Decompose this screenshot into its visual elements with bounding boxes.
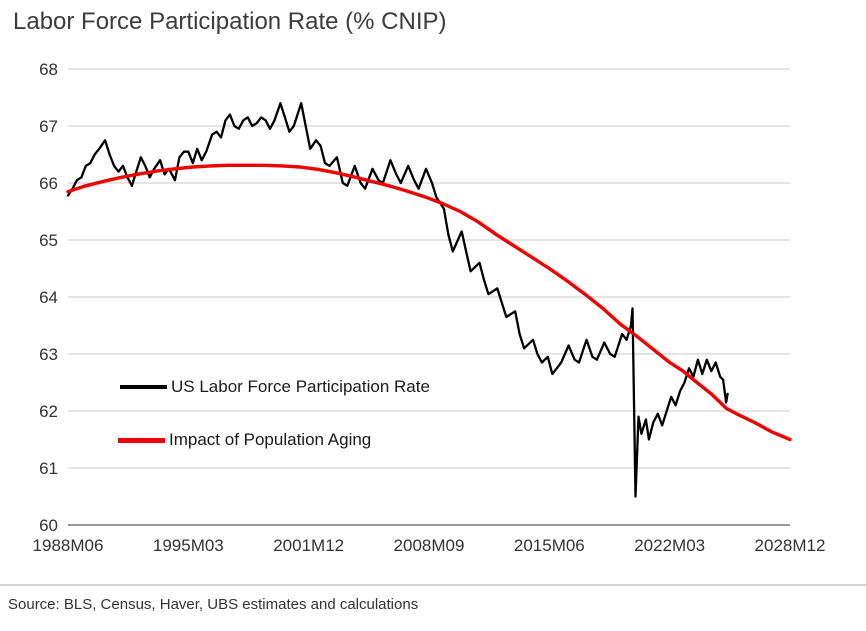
y-tick-label: 64 <box>39 288 58 307</box>
legend-line-sample-red <box>118 437 165 443</box>
y-tick-label: 63 <box>39 345 58 364</box>
x-tick-label: 1988M06 <box>33 536 104 555</box>
x-tick-label: 2008M09 <box>394 536 465 555</box>
source-note: Source: BLS, Census, Haver, UBS estimate… <box>8 596 419 613</box>
x-tick-label: 1995M03 <box>153 536 224 555</box>
legend-item-population-aging: Impact of Population Aging <box>118 430 371 450</box>
legend-line-sample-black <box>120 385 167 389</box>
x-tick-label: 2028M12 <box>755 536 826 555</box>
chart-title: Labor Force Participation Rate (% CNIP) <box>13 8 447 35</box>
legend-item-us-lfpr: US Labor Force Participation Rate <box>120 377 430 397</box>
y-tick-label: 68 <box>39 60 58 79</box>
y-tick-label: 67 <box>39 117 58 136</box>
x-tick-label: 2015M06 <box>514 536 585 555</box>
y-tick-label: 61 <box>39 459 58 478</box>
y-axis-tick-labels: 60 61 62 63 64 65 66 67 68 <box>39 60 58 535</box>
y-tick-label: 60 <box>39 516 58 535</box>
legend-label-us-lfpr: US Labor Force Participation Rate <box>171 377 430 396</box>
y-gridlines <box>68 68 790 526</box>
y-tick-label: 62 <box>39 402 58 421</box>
y-tick-label: 66 <box>39 174 58 193</box>
x-axis-tick-labels: 1988M06 1995M03 2001M12 2008M09 2015M06 2022M… <box>33 536 826 555</box>
legend-label-population-aging: Impact of Population Aging <box>169 430 372 449</box>
x-tick-label: 2022M03 <box>634 536 705 555</box>
series-population-aging-line <box>66 163 792 442</box>
x-tick-label: 2001M12 <box>273 536 344 555</box>
footer-divider <box>0 584 866 586</box>
y-tick-label: 65 <box>39 231 58 250</box>
